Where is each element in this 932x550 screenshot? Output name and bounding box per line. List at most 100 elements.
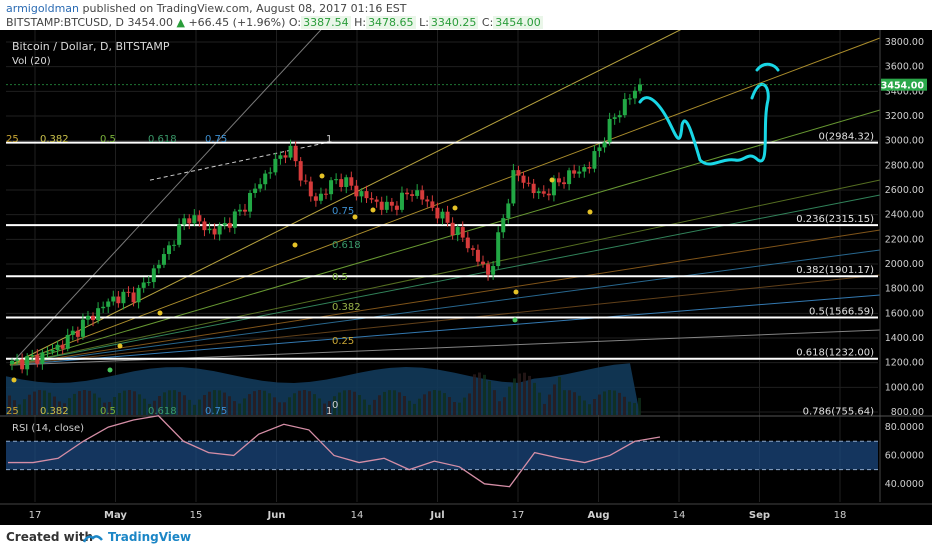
- candle-body: [369, 198, 374, 200]
- high-value: 3478.65: [366, 16, 416, 29]
- volume-bar: [418, 398, 421, 415]
- volume-bar: [208, 391, 211, 415]
- close-label: C:: [481, 16, 494, 29]
- fan-label-top: 0.618: [148, 134, 177, 145]
- candle-body: [45, 351, 50, 353]
- signal-dot: [452, 205, 458, 211]
- candle-body: [627, 98, 632, 100]
- volume-bar: [588, 404, 591, 415]
- candle-body: [622, 99, 627, 116]
- candle-body: [126, 291, 131, 293]
- candle-body: [389, 201, 394, 206]
- price-axis[interactable]: 3800.00 3600.00 3400.00 3200.00 3000.00 2800.…: [6, 30, 932, 502]
- candle-body: [131, 292, 136, 303]
- time-axis[interactable]: 17 May 15 Jun 14 Jul 17 Aug 14 Sep 18: [0, 503, 932, 521]
- candle-body: [177, 224, 182, 245]
- candle-body: [10, 360, 14, 364]
- rsi-tick-label: 40.0000: [885, 479, 924, 490]
- candle-body: [481, 261, 485, 265]
- volume-bar: [533, 382, 536, 415]
- fan-label-top: 25: [6, 134, 19, 145]
- candle-body: [460, 227, 465, 238]
- volume-bar: [363, 399, 366, 415]
- volume-bar: [638, 397, 641, 415]
- candle-body: [430, 201, 435, 208]
- candle-body: [602, 142, 607, 148]
- chart-header: armigoldman published on TradingView.com…: [0, 0, 932, 30]
- volume-bar: [583, 400, 586, 415]
- fan-line: [9, 179, 881, 366]
- candle-body: [612, 117, 617, 119]
- chart-area[interactable]: 0(2984.32) 0.236(2315.15) 0.382(1901.17) 0.…: [0, 30, 932, 525]
- volume-bar: [573, 392, 576, 415]
- volume-bar: [428, 391, 431, 415]
- volume-bar: [138, 394, 141, 415]
- price-tick-label: 1200.00: [885, 358, 924, 369]
- volume-bar: [528, 375, 531, 415]
- author-link[interactable]: armigoldman: [6, 2, 80, 15]
- price-tick-label: 2400.00: [885, 210, 924, 221]
- volume-bar: [238, 403, 241, 415]
- fan-label-middle: 0.75: [332, 206, 354, 217]
- candle-body: [121, 291, 126, 304]
- candle-body: [268, 172, 273, 174]
- candle-body: [501, 218, 506, 233]
- candle-body: [25, 356, 30, 370]
- rsi-tick-label: 80.0000: [885, 422, 924, 433]
- signal-dot: [549, 177, 555, 183]
- volume-bar: [548, 394, 551, 415]
- volume-bar: [483, 374, 486, 415]
- volume-bar: [563, 390, 566, 415]
- volume-bar: [263, 390, 266, 415]
- time-tick-label: 15: [190, 510, 203, 521]
- fib-fan-lines: [9, 30, 881, 366]
- candlesticks: [10, 78, 642, 383]
- volume-bar: [203, 395, 206, 415]
- low-label: L:: [419, 16, 429, 29]
- volume-bar: [88, 390, 91, 415]
- candle-body: [70, 330, 75, 335]
- created-with-text: Created with: [6, 530, 94, 544]
- signal-dot: [512, 317, 518, 323]
- price-value: 3454.00: [127, 16, 173, 29]
- fan-label-bottom: 0.618: [148, 406, 177, 417]
- candle-body: [161, 254, 166, 265]
- price-chart-svg[interactable]: 0(2984.32) 0.236(2315.15) 0.382(1901.17) 0.…: [0, 30, 932, 525]
- volume-bar: [408, 400, 411, 415]
- candle-body: [531, 183, 536, 194]
- dashed-trend-line: [149, 141, 331, 181]
- price-tick-label: 1000.00: [885, 382, 924, 393]
- candle-body: [15, 359, 20, 361]
- candle-body: [111, 296, 116, 302]
- open-label: O:: [288, 16, 302, 29]
- candle-body: [172, 244, 177, 246]
- candle-body: [273, 158, 278, 173]
- volume-bar: [433, 390, 436, 415]
- volume-bar: [193, 404, 196, 415]
- time-tick-label: 18: [834, 510, 847, 521]
- candle-body: [308, 181, 313, 197]
- fan-label-middle: 0.5: [332, 272, 348, 283]
- tradingview-brand[interactable]: TradingView: [108, 530, 192, 544]
- volume-bar: [93, 393, 96, 415]
- time-tick-label: Aug: [587, 510, 609, 521]
- fan-line: [9, 229, 881, 366]
- signal-dot: [11, 377, 17, 383]
- price-tick-label: 1800.00: [885, 284, 924, 295]
- volume-bar: [493, 390, 496, 415]
- volume-bar: [623, 396, 626, 415]
- volume-bar: [368, 404, 371, 415]
- volume-bar: [513, 378, 516, 415]
- ohlc-line: BITSTAMP:BTCUSD, D 3454.00 ▲ +66.45 (+1.…: [6, 16, 543, 29]
- candle-body: [420, 190, 425, 200]
- volume-bar: [298, 390, 301, 415]
- volume-bar: [288, 397, 291, 415]
- volume-bar: [218, 390, 221, 415]
- volume-bar: [68, 398, 71, 415]
- volume-bar: [73, 393, 76, 415]
- candle-body: [227, 223, 232, 228]
- volume-bar: [198, 399, 201, 415]
- candle-body: [445, 211, 450, 223]
- candle-body: [496, 232, 501, 267]
- volume-bar: [128, 390, 131, 415]
